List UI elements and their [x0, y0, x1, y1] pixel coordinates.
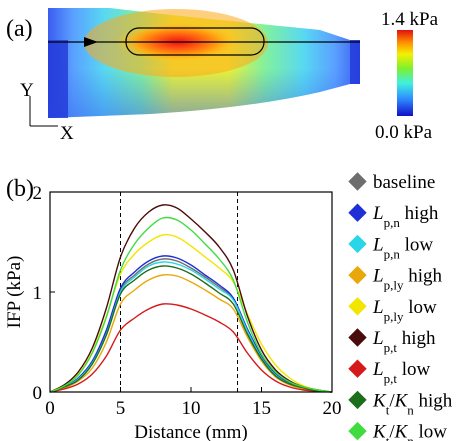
legend-label: Lp,ly low [372, 297, 437, 324]
legend-item-lp-ly-high: Lp,ly high [348, 265, 442, 293]
colorbar-min-label: 0.0 kPa [375, 122, 433, 143]
y-tick-label: 2 [33, 183, 43, 204]
series-line-baseline [49, 258, 333, 393]
legend: baseline Lp,n high Lp,n low Lp,ly high Lp,ly… [348, 172, 453, 441]
series-line-lp-ly-high [49, 274, 333, 393]
legend-marker-diamond-icon [348, 297, 367, 316]
legend-label: Kt/Kn high [372, 390, 453, 417]
x-axis-title: Distance (mm) [134, 422, 247, 441]
legend-label: baseline [373, 172, 435, 193]
series-line-lp-n-high [49, 255, 333, 393]
legend-label: Lp,t high [372, 328, 436, 355]
legend-marker-diamond-icon [348, 172, 367, 191]
panel-b-label: (b) [6, 176, 34, 202]
x-tick-label: 15 [252, 398, 271, 419]
legend-label: Lp,t low [372, 359, 430, 386]
legend-label: Kt/Kn low [372, 422, 447, 441]
x-tick-label: 5 [116, 398, 126, 419]
legend-item-lp-ly-low: Lp,ly low [348, 297, 437, 324]
series-lines [49, 204, 333, 393]
legend-marker-diamond-icon [348, 390, 367, 410]
legend-marker-diamond-icon [348, 328, 367, 347]
colorbar-gradient [397, 30, 413, 116]
series-line-lp-t-low [49, 303, 333, 393]
plot-frame [49, 191, 333, 393]
legend-marker-diamond-icon [348, 234, 367, 254]
legend-item-lp-n-high: Lp,n high [348, 203, 439, 230]
legend-item-lp-t-high: Lp,t high [348, 328, 436, 355]
y-axis-ticks: 0 1 2 [33, 183, 55, 404]
axis-indicator-y-label: Y [20, 80, 34, 101]
legend-marker-diamond-icon [348, 203, 367, 222]
legend-marker-diamond-icon [348, 421, 367, 441]
x-tick-label: 10 [182, 398, 201, 419]
y-tick-label: 1 [33, 283, 43, 304]
legend-label: Lp,n low [372, 234, 433, 261]
series-line-kt-kn-low [49, 216, 333, 393]
legend-item-kt-kn-low: Kt/Kn low [348, 422, 447, 441]
legend-item-lp-t-low: Lp,t low [348, 359, 430, 386]
colorbar-max-label: 1.4 kPa [381, 9, 439, 30]
direction-arrow-icon [84, 37, 98, 47]
legend-item-lp-n-low: Lp,n low [348, 234, 433, 261]
legend-label: Lp,ly high [372, 266, 442, 293]
series-line-lp-t-high [49, 204, 333, 393]
legend-label: Lp,n high [372, 203, 439, 230]
low-pressure-right-edge [350, 40, 360, 84]
series-line-kt-kn-high [49, 265, 333, 393]
colorbar: 1.4 kPa 0.0 kPa [375, 9, 439, 143]
y-axis-title: IFP (kPa) [4, 256, 25, 329]
x-tick-label: 0 [45, 398, 55, 419]
panel-a-label: (a) [6, 16, 33, 42]
x-tick-label: 20 [323, 398, 342, 419]
line-chart: 0 5 10 15 20 0 1 2 Distance (mm) IFP (kPa) [4, 183, 342, 441]
legend-item-baseline: baseline [348, 172, 435, 193]
legend-marker-diamond-icon [348, 359, 367, 378]
low-pressure-left-edge [48, 40, 68, 118]
legend-item-kt-kn-high: Kt/Kn high [348, 390, 453, 417]
axis-indicator-x-label: X [60, 123, 74, 144]
tissue-field [48, 8, 360, 118]
legend-marker-diamond-icon [348, 265, 367, 285]
y-tick-label: 0 [33, 383, 43, 404]
axis-indicator: Y X [20, 80, 74, 144]
